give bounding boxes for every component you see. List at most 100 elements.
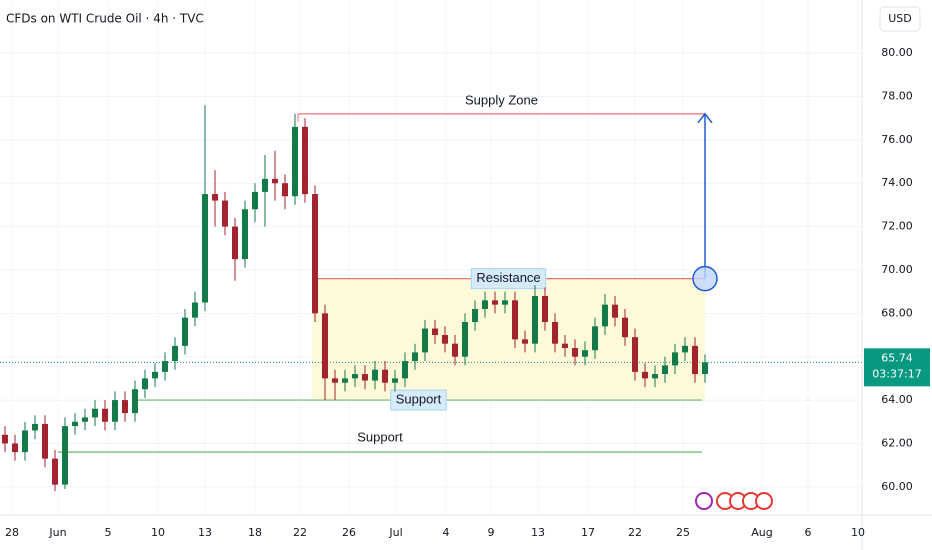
candle-body [242,209,248,260]
annotation-label: Supply Zone [465,92,538,107]
candle-body [542,295,548,323]
candle-body [412,352,418,362]
x-tick-label: 22 [293,526,307,539]
x-tick-label: 28 [5,526,19,539]
candle-body [392,378,398,383]
y-tick-label: 64.00 [881,393,913,406]
candle-body [82,417,88,422]
y-tick-label: 76.00 [881,133,913,146]
candle-body [262,178,268,192]
x-tick-label: 18 [248,526,262,539]
x-tick-label: 25 [676,526,690,539]
candle-body [532,295,538,344]
candle-body [552,322,558,344]
candle-body [172,345,178,362]
candle-body [562,343,568,349]
x-tick-label: 13 [198,526,212,539]
candle-body [92,408,98,418]
candles [2,105,708,492]
currency-box[interactable] [879,6,921,32]
candle-body [582,350,588,357]
candle-body [502,300,508,305]
candle-body [232,226,238,260]
candle-body [352,374,358,379]
candle-body [162,361,168,372]
candle-body [492,300,498,305]
candle-body [362,374,368,381]
x-tick-label: 6 [805,526,812,539]
candle-body [12,443,18,453]
x-tick-label: 22 [628,526,642,539]
x-tick-label: Jul [388,526,402,539]
candle-body [152,371,158,379]
y-tick-label: 72.00 [881,220,913,233]
candle-body [312,194,318,314]
candle-body [342,378,348,383]
candle-body [142,378,148,390]
countdown: 03:37:17 [872,367,921,380]
candle-body [382,369,388,383]
x-tick-label: 13 [531,526,545,539]
annotation-label: Support [357,430,403,445]
annotation-label: Resistance [476,270,540,285]
arrow-origin [692,265,718,292]
candle-body [2,434,8,444]
y-tick-label: 68.00 [881,306,913,319]
currency: USD [888,12,912,25]
candle-body [42,423,48,459]
x-tick-label: 4 [443,526,450,539]
event-icons[interactable] [695,492,773,510]
y-tick-label: 78.00 [881,89,913,102]
event-icon[interactable] [755,492,773,510]
plot-area [0,52,862,492]
y-tick-label: 70.00 [881,263,913,276]
y-tick-label: 60.00 [881,480,913,493]
event-icon[interactable] [695,492,713,510]
candle-body [222,200,228,227]
candle-body [622,317,628,338]
y-tick-label: 80.00 [881,46,913,59]
candle-body [662,365,668,375]
candle-body [482,300,488,309]
candle-body [702,362,708,375]
y-tick-label: 74.00 [881,176,913,189]
candle-body [292,126,298,197]
candle-body [72,421,78,427]
x-tick-label: 17 [581,526,595,539]
candle-body [472,309,478,323]
candle-body [252,191,258,210]
x-tick-label: Aug [751,526,772,539]
candle-body [372,369,378,381]
y-tick-label: 62.00 [881,436,913,449]
x-tick-label: 26 [342,526,356,539]
x-tick-label: 10 [851,526,865,539]
range-zone [312,278,705,401]
candle-body [522,339,528,344]
candle-body [102,408,108,422]
candle-body [282,183,288,197]
last-price-label: 65.74 [881,351,913,364]
candle-body [442,335,448,344]
candle-body [682,345,688,353]
candle-body [422,328,428,353]
chart-title: CFDs on WTI Crude Oil · 4h · TVC [6,12,204,26]
candle-body [632,337,638,372]
candle-body [202,194,208,303]
candle-body [62,426,68,485]
candle-body [212,194,218,201]
x-tick-label: 5 [105,526,112,539]
candle-body [302,126,308,195]
candle-body [512,300,518,340]
candle-body [322,313,328,379]
x-tick-label: 10 [151,526,165,539]
last-price-box [864,348,930,387]
x-tick-label: 9 [488,526,495,539]
candle-body [592,326,598,351]
candle-body [642,371,648,379]
candle-body [402,361,408,379]
candle-body [462,322,468,357]
candle-body [182,317,188,346]
candle-body [692,345,698,375]
